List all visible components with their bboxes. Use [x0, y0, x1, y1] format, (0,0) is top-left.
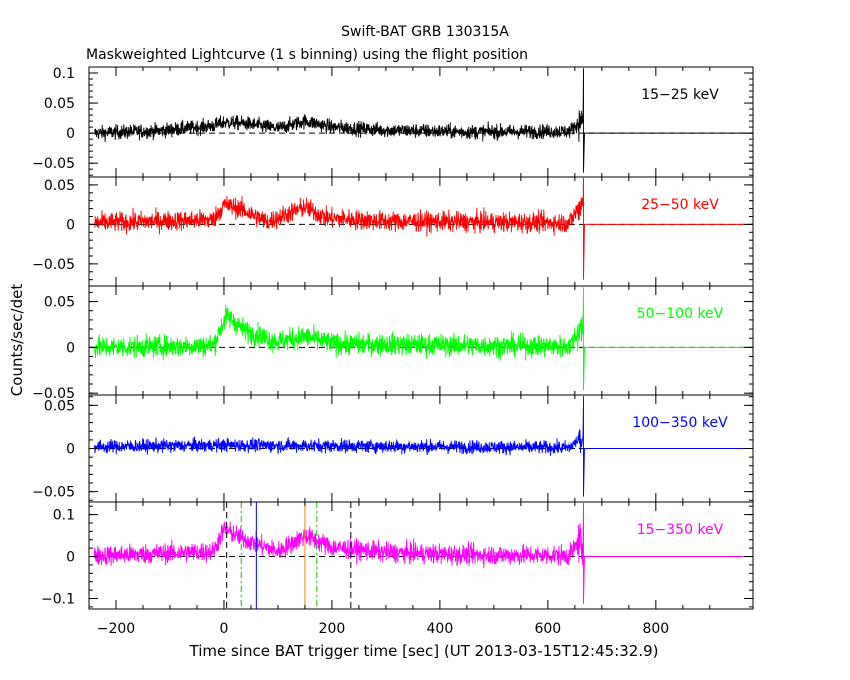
y-tick-label: 0 — [66, 340, 75, 356]
band-label: 25−50 keV — [641, 197, 719, 213]
x-tick-label: 200 — [319, 621, 346, 637]
series-line — [93, 287, 585, 391]
y-tick-label: 0.05 — [44, 96, 75, 112]
panel-2: −0.05 0 0.05 25−50 keV — [32, 176, 754, 287]
series-line — [93, 396, 585, 497]
panel-frame — [88, 66, 754, 178]
x-tick-label: −200 — [97, 621, 135, 637]
y-tick-label: 0.05 — [44, 295, 75, 311]
y-tick-label: 0 — [66, 550, 75, 566]
panel-3: −0.05 0 0.05 50−100 keV — [32, 285, 754, 402]
band-label: 15−350 keV — [637, 522, 724, 538]
chart-title: Swift-BAT GRB 130315A — [341, 24, 509, 40]
band-label: 15−25 keV — [641, 87, 719, 103]
series-line — [93, 503, 585, 604]
y-tick-label: 0 — [66, 217, 75, 233]
band-label: 50−100 keV — [637, 306, 724, 322]
y-axis-label: Counts/sec/det — [8, 284, 26, 397]
series-line — [93, 177, 585, 280]
series-line — [93, 68, 585, 173]
x-axis-label: Time since BAT trigger time [sec] (UT 20… — [189, 642, 659, 660]
y-tick-label: 0.05 — [44, 178, 75, 194]
panel-1: −0.05 0 0.05 0.1 15−25 keV — [32, 66, 754, 178]
y-tick-label: −0.05 — [32, 386, 75, 402]
y-tick-label: 0.1 — [53, 66, 75, 82]
y-tick-label: −0.1 — [41, 592, 75, 608]
panel-frame — [88, 501, 754, 610]
y-tick-label: 0.1 — [53, 508, 75, 524]
band-label: 100−350 keV — [632, 415, 728, 431]
y-tick-label: 0 — [66, 442, 75, 458]
chart-subtitle: Maskweighted Lightcurve (1 s binning) us… — [86, 47, 528, 63]
y-tick-label: 0.05 — [44, 398, 75, 414]
y-tick-label: 0 — [66, 126, 75, 142]
panel-5: −0.1 0 0.1 15−350 keV — [41, 501, 754, 610]
x-tick-label: 400 — [427, 621, 454, 637]
y-tick-label: −0.05 — [32, 156, 75, 172]
x-tick-label: 600 — [534, 621, 561, 637]
y-tick-label: −0.05 — [32, 485, 75, 501]
panel-frame — [88, 176, 754, 287]
panel-4: −0.05 0 0.05 100−350 keV — [32, 394, 754, 503]
x-tick-label: 800 — [642, 621, 669, 637]
y-tick-label: −0.05 — [32, 257, 75, 273]
x-tick-label: 0 — [219, 621, 228, 637]
panels-group: −0.05 0 0.05 0.1 15−25 keV −0.05 0 0.05 25−50 ke… — [32, 66, 754, 637]
